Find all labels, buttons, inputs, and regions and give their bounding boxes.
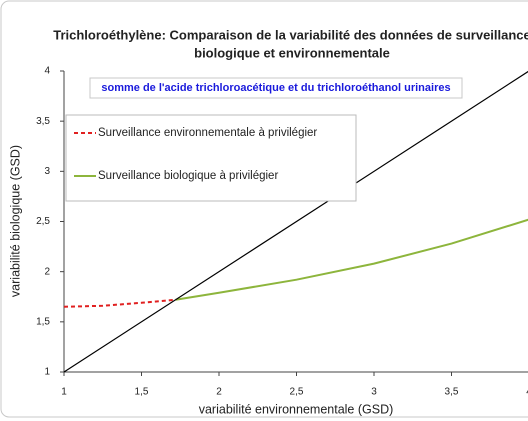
- y-tick-label: 1,5: [36, 316, 50, 327]
- y-tick-label: 3: [44, 166, 50, 177]
- x-tick-label: 1,5: [135, 387, 149, 398]
- y-axis-label: variabilité biologique (GSD): [8, 145, 22, 297]
- y-tick-label: 2,5: [36, 216, 50, 227]
- y-tick-label: 4: [44, 66, 50, 77]
- line: [63, 70, 528, 373]
- x-tick-label: 4: [526, 387, 528, 398]
- x-tick-label: 3: [371, 387, 377, 398]
- x-tick-label: 2: [216, 387, 222, 398]
- y-tick-label: 1: [44, 367, 50, 378]
- legend-label: Surveillance environnementale à privilég…: [98, 127, 317, 139]
- annotation: somme de l'acide trichloroacétique et du…: [101, 82, 450, 94]
- line: [175, 218, 528, 301]
- line: [63, 298, 176, 308]
- x-tick-label: 1: [61, 387, 67, 398]
- annotation-box: [89, 77, 463, 99]
- x-axis-label: variabilité environnementale (GSD): [199, 402, 394, 416]
- chart-title: biologique et environnementale: [194, 45, 390, 60]
- x-tick-label: 3,5: [445, 387, 459, 398]
- x-tick-label: 2,5: [290, 387, 304, 398]
- legend-box: [65, 114, 357, 202]
- y-tick-label: 3,5: [36, 116, 50, 127]
- legend-label: Surveillance biologique à privilégier: [98, 170, 278, 182]
- y-tick-label: 2: [44, 266, 50, 277]
- chart-title: Trichloroéthylène: Comparaison de la var…: [53, 27, 528, 42]
